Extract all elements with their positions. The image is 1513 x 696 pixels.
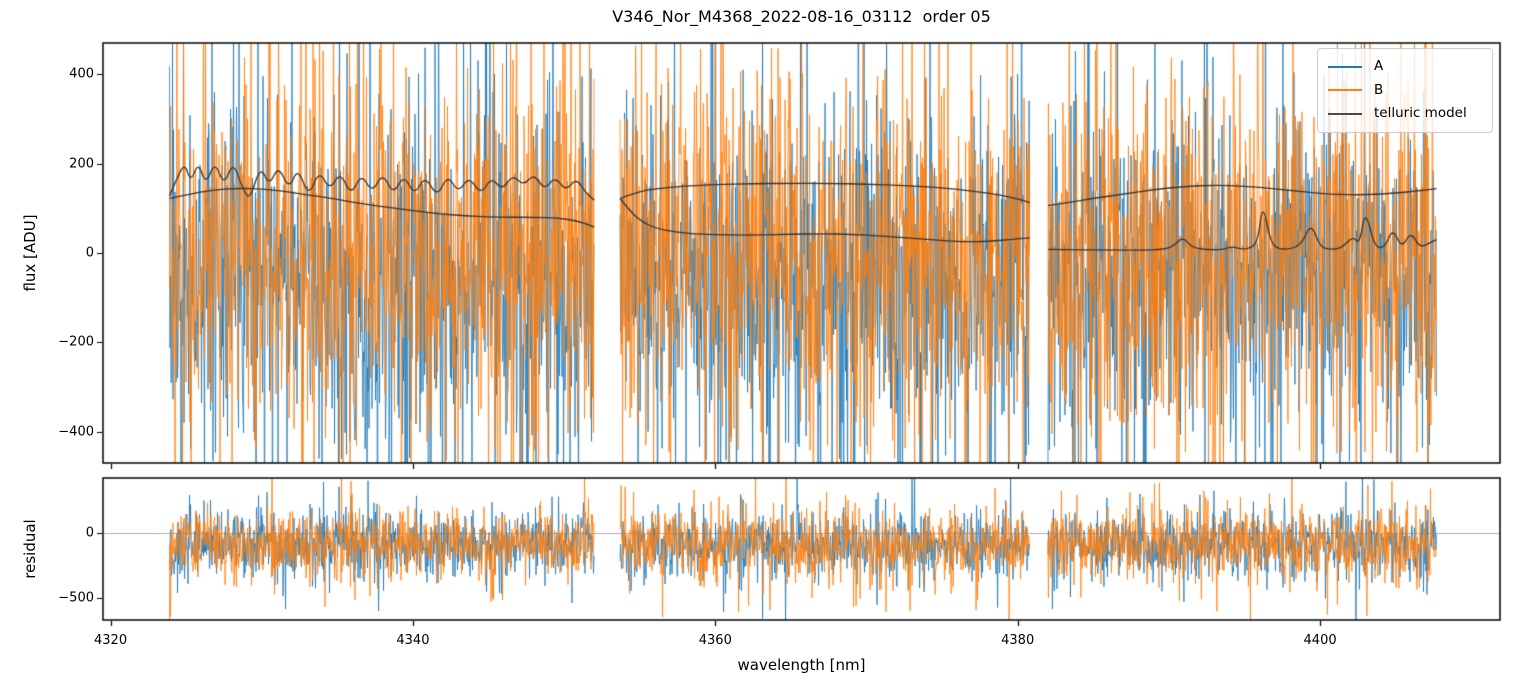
x-tick-label: 4400 — [1303, 633, 1337, 648]
legend-label-telluric: telluric model — [1374, 105, 1467, 122]
legend-line-a-icon — [1328, 65, 1362, 68]
y-tick-label: −500 — [58, 590, 94, 606]
x-tick-label: 4340 — [396, 633, 430, 648]
legend-label-a: A — [1374, 58, 1384, 75]
x-tick-label: 4380 — [1001, 633, 1035, 648]
x-tick-label: 4360 — [698, 633, 732, 648]
legend-line-telluric-icon — [1328, 113, 1362, 116]
legend-entry-b: B — [1328, 80, 1482, 100]
legend-label-b: B — [1374, 81, 1384, 98]
x-axis-label: wavelength [nm] — [737, 656, 866, 674]
legend-line-b-icon — [1328, 89, 1362, 92]
legend-entry-telluric-model: telluric model — [1328, 104, 1482, 124]
y-tick-label: 200 — [69, 156, 94, 172]
y-tick-label: −400 — [58, 424, 94, 440]
y-tick-label: 0 — [85, 245, 94, 261]
x-tick-label: 4320 — [94, 633, 128, 648]
legend-entry-a: A — [1328, 57, 1482, 77]
y-tick-label: 0 — [85, 525, 94, 541]
y-tick-label: −200 — [58, 334, 94, 350]
legend: A B telluric model — [1317, 48, 1493, 133]
plot-title: V346_Nor_M4368_2022-08-16_03112 order 05 — [612, 7, 991, 26]
y-tick-label: 400 — [69, 66, 94, 82]
